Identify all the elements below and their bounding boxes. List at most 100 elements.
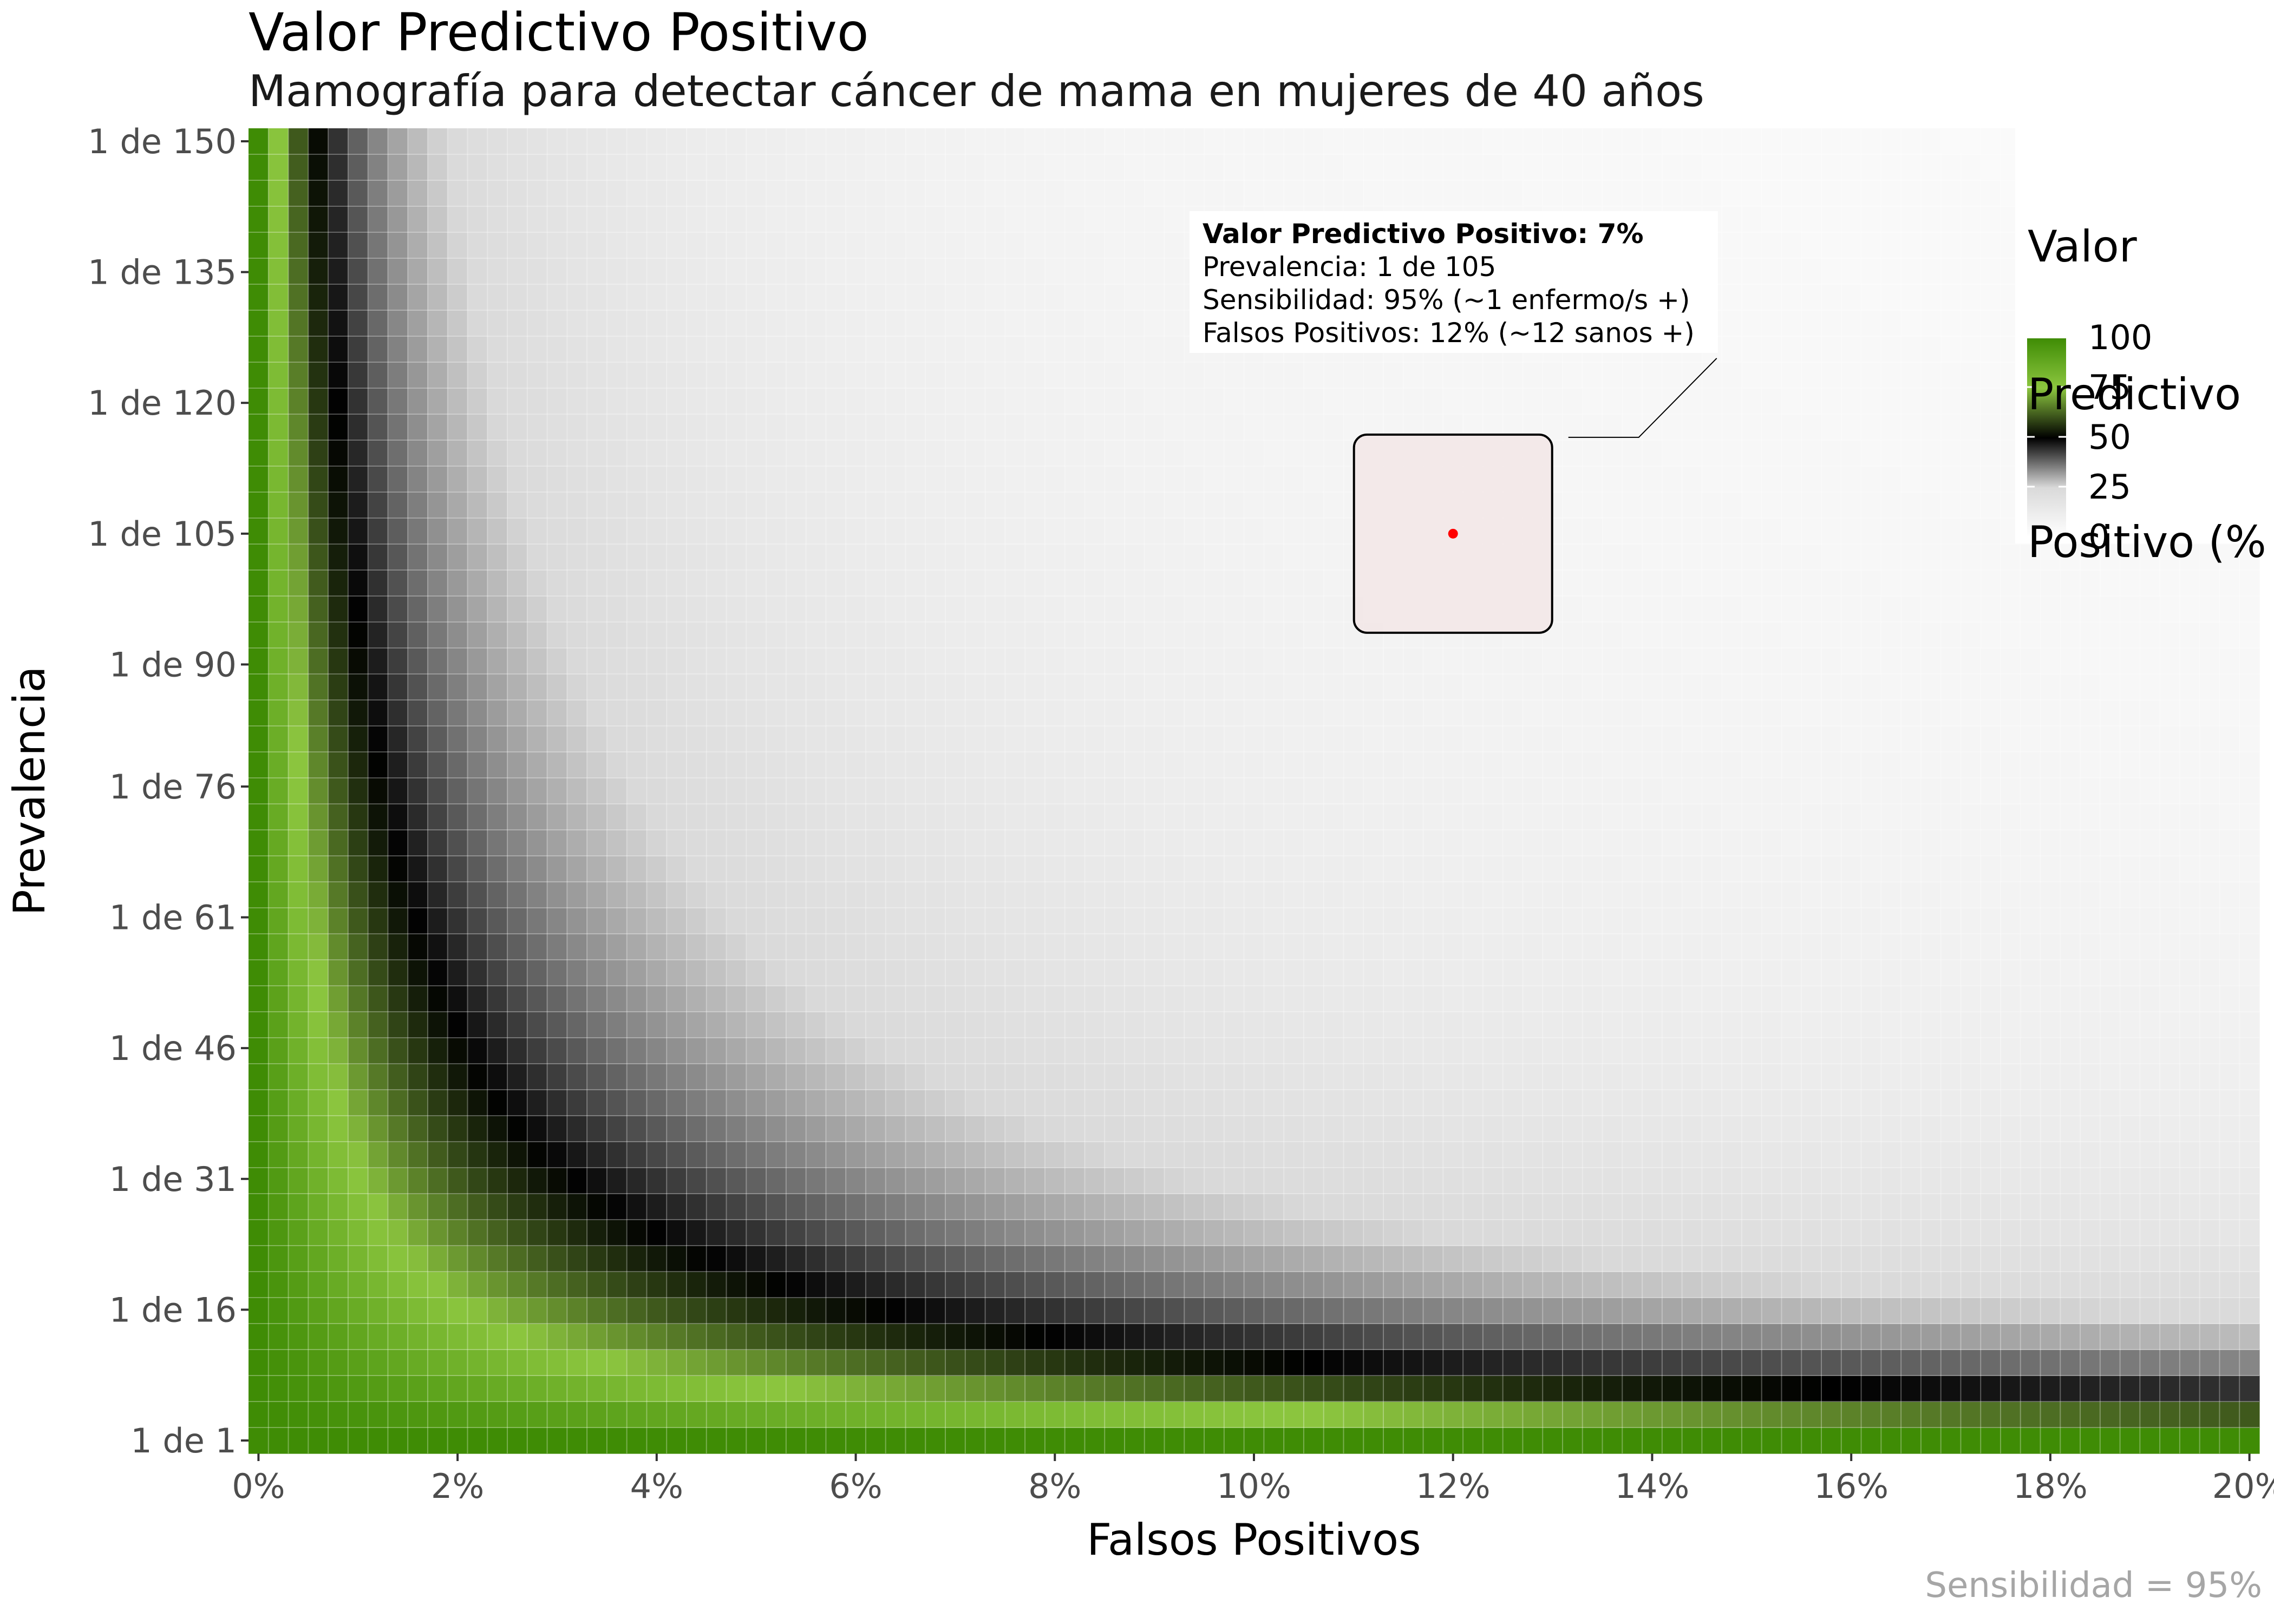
heatmap-cell — [746, 518, 767, 545]
heatmap-cell — [885, 752, 906, 778]
heatmap-cell — [2239, 882, 2260, 908]
heatmap-cell — [2179, 544, 2200, 571]
heatmap-cell — [388, 362, 408, 389]
heatmap-cell — [726, 778, 747, 804]
heatmap-cell — [1543, 1012, 1563, 1038]
heatmap-cell — [865, 622, 886, 649]
heatmap-cell — [2040, 1376, 2061, 1402]
heatmap-cell — [1044, 700, 1066, 726]
heatmap-cell — [1044, 1194, 1066, 1220]
heatmap-cell — [447, 1142, 468, 1168]
heatmap-cell — [447, 960, 468, 986]
heatmap-cell — [905, 908, 926, 934]
heatmap-cell — [368, 544, 388, 571]
heatmap-cell — [965, 336, 986, 363]
heatmap-cell — [1861, 908, 1881, 934]
heatmap-cell — [2080, 674, 2101, 700]
heatmap-cell — [1741, 284, 1762, 311]
heatmap-cell — [626, 258, 648, 285]
heatmap-cell — [985, 830, 1005, 856]
heatmap-cell — [1543, 1272, 1563, 1298]
heatmap-cell — [408, 908, 428, 934]
heatmap-cell — [547, 700, 567, 726]
heatmap-cell — [308, 518, 329, 545]
heatmap-cell — [1801, 830, 1822, 856]
heatmap-cell — [925, 492, 946, 519]
heatmap-cell — [1343, 960, 1364, 986]
heatmap-cell — [1981, 284, 2001, 311]
heatmap-cell — [806, 570, 826, 597]
heatmap-cell — [786, 492, 807, 519]
heatmap-cell — [766, 362, 787, 389]
heatmap-cell — [885, 388, 906, 415]
heatmap-cell — [666, 466, 687, 493]
heatmap-cell — [826, 1142, 846, 1168]
heatmap-cell — [885, 1142, 906, 1168]
heatmap-cell — [1064, 1324, 1086, 1350]
heatmap-cell — [925, 986, 946, 1012]
heatmap-cell — [1821, 1324, 1842, 1350]
heatmap-cell — [1164, 1012, 1185, 1038]
heatmap-cell — [1781, 804, 1802, 830]
heatmap-cell — [2160, 1220, 2180, 1246]
heatmap-cell — [1403, 960, 1424, 986]
heatmap-cell — [1901, 752, 1922, 778]
heatmap-cell — [368, 986, 388, 1012]
heatmap-cell — [467, 778, 488, 804]
heatmap-cell — [1543, 362, 1563, 389]
heatmap-cell — [587, 1090, 607, 1116]
heatmap-cell — [1164, 1402, 1185, 1428]
heatmap-cell — [268, 960, 289, 986]
heatmap-cell — [527, 1298, 548, 1324]
heatmap-cell — [507, 492, 528, 519]
heatmap-cell — [1582, 1427, 1603, 1454]
heatmap-cell — [1602, 700, 1623, 726]
heatmap-cell — [1821, 466, 1842, 493]
heatmap-cell — [2040, 1012, 2061, 1038]
heatmap-cell — [447, 752, 468, 778]
heatmap-cell — [427, 960, 448, 986]
heatmap-cell — [308, 1324, 329, 1350]
heatmap-cell — [606, 544, 628, 571]
heatmap-cell — [249, 362, 269, 389]
heatmap-cell — [1622, 960, 1643, 986]
heatmap-cell — [626, 856, 648, 882]
heatmap-cell — [388, 1350, 408, 1376]
heatmap-cell — [885, 986, 906, 1012]
heatmap-cell — [1443, 778, 1463, 804]
heatmap-cell — [885, 258, 906, 285]
heatmap-cell — [1343, 986, 1364, 1012]
heatmap-cell — [1562, 362, 1583, 389]
heatmap-cell — [467, 1376, 488, 1402]
heatmap-cell — [1741, 882, 1762, 908]
heatmap-cell — [1204, 596, 1225, 623]
heatmap-cell — [1861, 934, 1881, 960]
heatmap-cell — [2060, 648, 2081, 675]
heatmap-cell — [1901, 1220, 1922, 1246]
heatmap-cell — [527, 440, 548, 467]
heatmap-cell — [1005, 388, 1025, 415]
heatmap-cell — [1961, 1064, 1981, 1090]
heatmap-cell — [1064, 1402, 1086, 1428]
heatmap-cell — [666, 752, 687, 778]
heatmap-cell — [945, 986, 966, 1012]
heatmap-cell — [1861, 622, 1881, 649]
heatmap-cell — [1682, 388, 1702, 415]
heatmap-cell — [567, 778, 587, 804]
heatmap-cell — [1940, 336, 1962, 363]
heatmap-cell — [1284, 1038, 1304, 1064]
heatmap-cell — [1582, 830, 1603, 856]
heatmap-cell — [1423, 1324, 1443, 1350]
heatmap-cell — [1502, 1116, 1524, 1142]
heatmap-cell — [567, 1376, 587, 1402]
heatmap-cell — [1025, 1090, 1045, 1116]
heatmap-cell — [268, 882, 289, 908]
heatmap-cell — [1702, 622, 1722, 649]
heatmap-cell — [368, 726, 388, 752]
heatmap-cell — [2040, 856, 2061, 882]
heatmap-cell — [905, 388, 926, 415]
heatmap-cell — [1105, 596, 1125, 623]
heatmap-cell — [1543, 1350, 1563, 1376]
heatmap-cell — [666, 882, 687, 908]
heatmap-cell — [1622, 1220, 1643, 1246]
